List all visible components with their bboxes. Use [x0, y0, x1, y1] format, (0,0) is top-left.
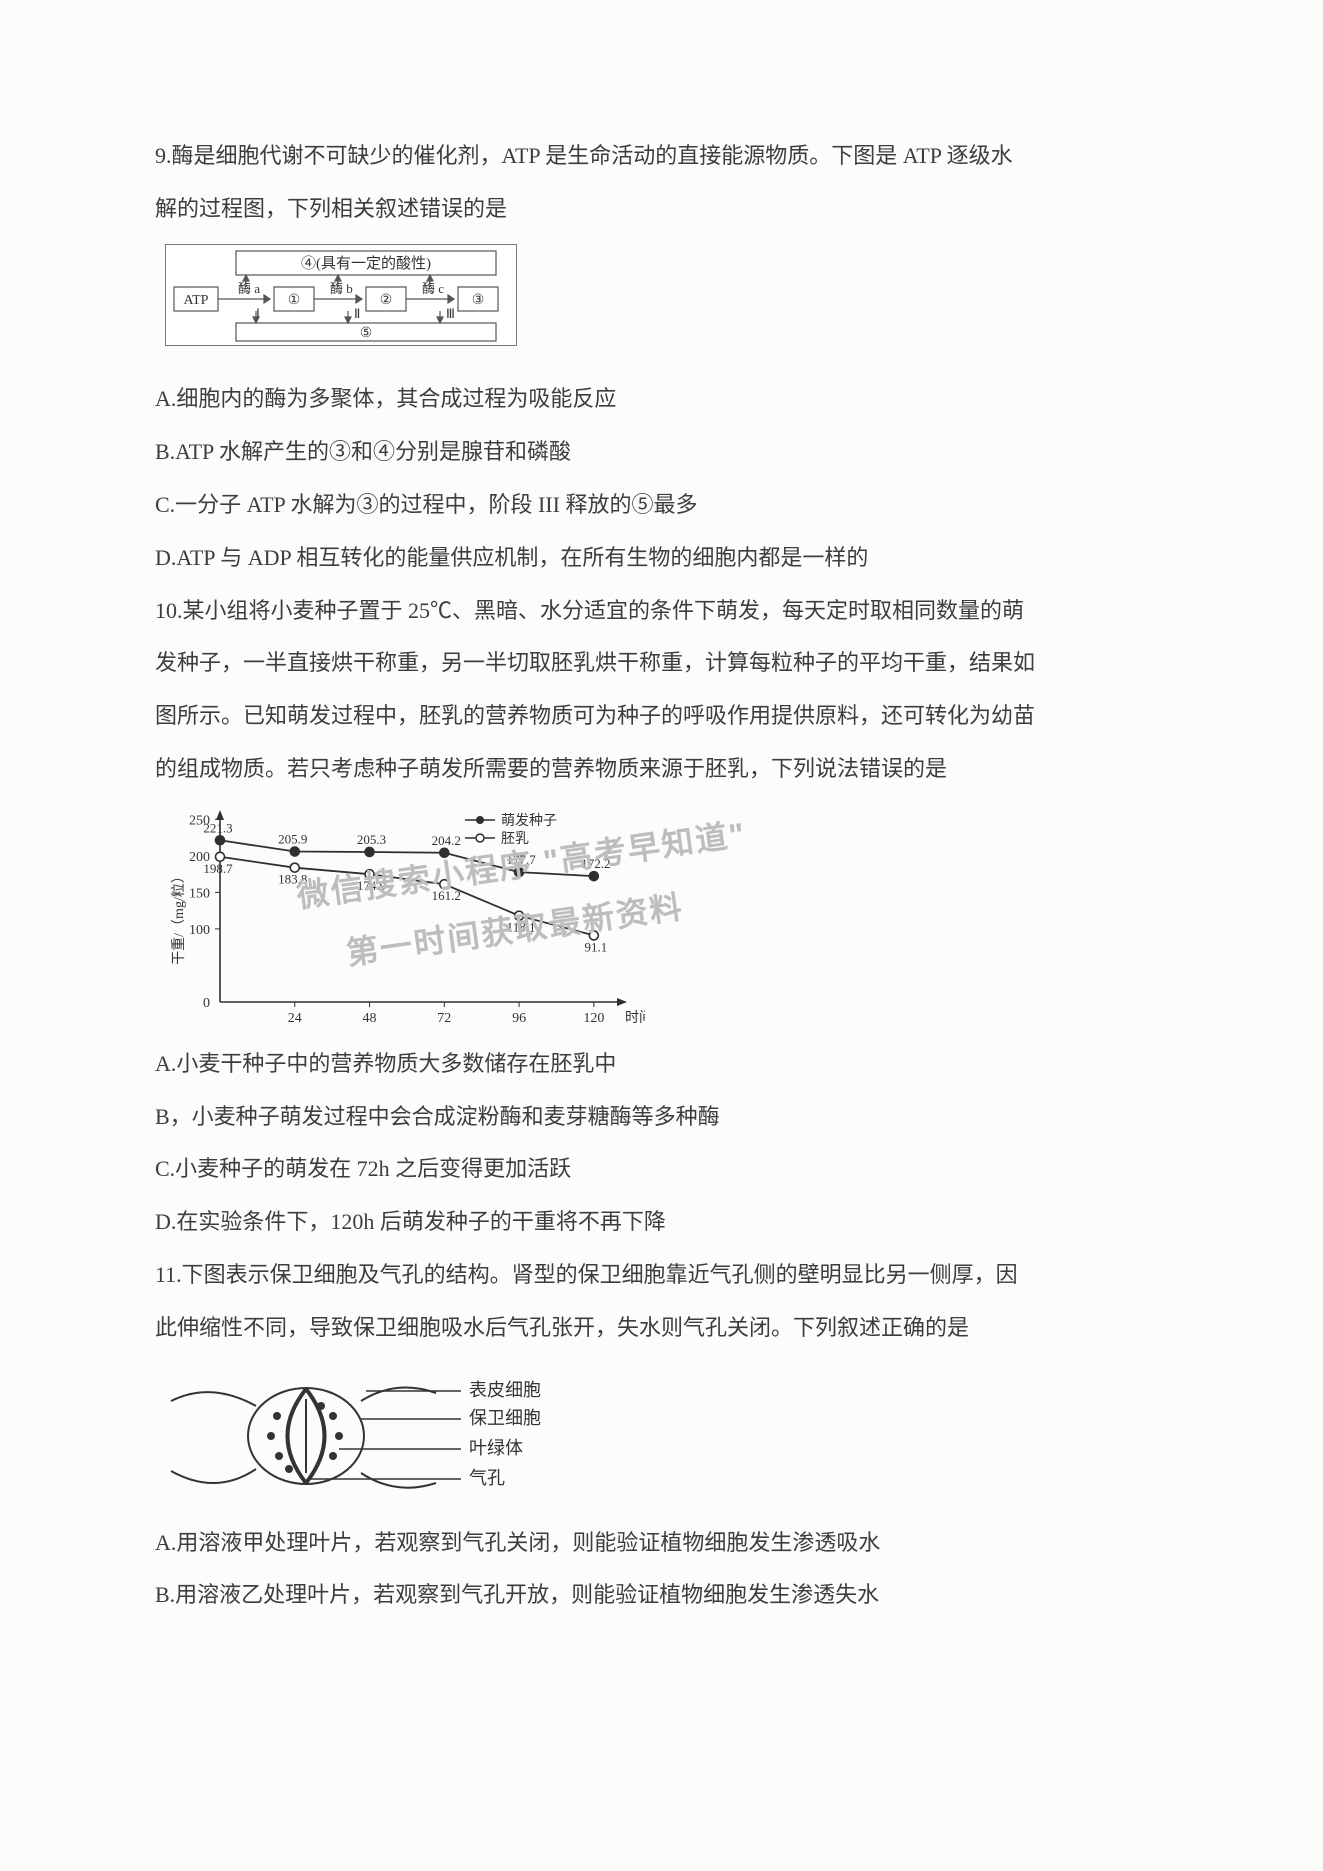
exam-page: 9.酶是细胞代谢不可缺少的催化剂，ATP 是生命活动的直接能源物质。下图是 AT… [0, 0, 1323, 1871]
svg-text:177.7: 177.7 [506, 852, 536, 867]
svg-text:干重/（mg/粒）: 干重/（mg/粒） [171, 869, 187, 965]
svg-text:酶 b: 酶 b [330, 281, 353, 296]
svg-text:胚乳: 胚乳 [501, 831, 529, 847]
svg-text:172.2: 172.2 [581, 856, 610, 871]
svg-text:100: 100 [189, 923, 210, 938]
q10-option-b: B，小麦种子萌发过程中会合成淀粉酶和麦芽糖酶等多种酶 [155, 1091, 1168, 1144]
q10-stem-line4: 的组成物质。若只考虑种子萌发所需要的营养物质来源于胚乳，下列说法错误的是 [155, 743, 1168, 796]
q11-option-a: A.用溶液甲处理叶片，若观察到气孔关闭，则能验证植物细胞发生渗透吸水 [155, 1517, 1168, 1570]
svg-text:221.3: 221.3 [203, 820, 232, 835]
q10-line-chart: 250200150100024487296120时间/h干重/（mg/粒）萌发种… [165, 802, 1168, 1032]
svg-text:198.7: 198.7 [203, 861, 233, 876]
svg-text:161.2: 161.2 [432, 888, 461, 903]
q9-option-a: A.细胞内的酶为多聚体，其合成过程为吸能反应 [155, 373, 1168, 426]
svg-text:118.1: 118.1 [507, 919, 536, 934]
q11-stoma-diagram: 表皮细胞 保卫细胞 叶绿体 气孔 [161, 1361, 1168, 1511]
svg-text:Ⅰ: Ⅰ [256, 306, 260, 321]
svg-text:174.9: 174.9 [357, 878, 386, 893]
svg-text:183.8: 183.8 [278, 871, 307, 886]
svg-text:萌发种子: 萌发种子 [501, 813, 557, 829]
svg-text:91.1: 91.1 [584, 939, 607, 954]
svg-text:②: ② [380, 293, 393, 308]
svg-text:叶绿体: 叶绿体 [469, 1438, 523, 1458]
svg-text:表皮细胞: 表皮细胞 [469, 1380, 541, 1400]
q10-option-c: C.小麦种子的萌发在 72h 之后变得更加活跃 [155, 1143, 1168, 1196]
svg-text:0: 0 [203, 996, 210, 1011]
svg-text:酶 a: 酶 a [238, 281, 260, 296]
svg-text:205.3: 205.3 [357, 832, 386, 847]
q10-stem-line1: 10.某小组将小麦种子置于 25℃、黑暗、水分适宜的条件下萌发，每天定时取相同数… [155, 585, 1168, 638]
svg-text:96: 96 [512, 1011, 526, 1026]
q9-stem-line2: 解的过程图，下列相关叙述错误的是 [155, 183, 1168, 236]
svg-text:72: 72 [437, 1011, 451, 1026]
svg-text:保卫细胞: 保卫细胞 [469, 1408, 541, 1428]
svg-text:③: ③ [472, 293, 485, 308]
q10-stem-line3: 图所示。已知萌发过程中，胚乳的营养物质可为种子的呼吸作用提供原料，还可转化为幼苗 [155, 690, 1168, 743]
svg-text:120: 120 [583, 1011, 604, 1026]
svg-text:204.2: 204.2 [432, 833, 461, 848]
svg-text:⑤: ⑤ [360, 326, 373, 341]
svg-text:24: 24 [288, 1011, 302, 1026]
q9-stem-line1: 9.酶是细胞代谢不可缺少的催化剂，ATP 是生命活动的直接能源物质。下图是 AT… [155, 130, 1168, 183]
svg-text:时间/h: 时间/h [625, 1010, 645, 1026]
svg-text:150: 150 [189, 886, 210, 901]
q9-option-c: C.一分子 ATP 水解为③的过程中，阶段 III 释放的⑤最多 [155, 479, 1168, 532]
q11-stem-line1: 11.下图表示保卫细胞及气孔的结构。肾型的保卫细胞靠近气孔侧的壁明显比另一侧厚，… [155, 1249, 1168, 1302]
svg-text:Ⅱ: Ⅱ [354, 306, 360, 321]
q10-option-a: A.小麦干种子中的营养物质大多数储存在胚乳中 [155, 1038, 1168, 1091]
q10-stem-line2: 发种子，一半直接烘干称重，另一半切取胚乳烘干称重，计算每粒种子的平均干重，结果如 [155, 637, 1168, 690]
svg-text:205.9: 205.9 [278, 831, 307, 846]
q10-option-d: D.在实验条件下，120h 后萌发种子的干重将不再下降 [155, 1196, 1168, 1249]
svg-text:气孔: 气孔 [469, 1468, 505, 1488]
q9-atp-diagram: ④(具有一定的酸性) ATP ① ② ③ 酶 a 酶 b [165, 244, 517, 346]
svg-text:酶 c: 酶 c [422, 281, 444, 296]
q11-option-b: B.用溶液乙处理叶片，若观察到气孔开放，则能验证植物细胞发生渗透失水 [155, 1569, 1168, 1622]
svg-text:ATP: ATP [184, 293, 209, 308]
svg-text:④(具有一定的酸性): ④(具有一定的酸性) [301, 255, 431, 272]
svg-text:48: 48 [363, 1011, 377, 1026]
svg-text:Ⅲ: Ⅲ [446, 306, 455, 321]
q11-stem-line2: 此伸缩性不同，导致保卫细胞吸水后气孔张开，失水则气孔关闭。下列叙述正确的是 [155, 1302, 1168, 1355]
q9-option-b: B.ATP 水解产生的③和④分别是腺苷和磷酸 [155, 426, 1168, 479]
svg-text:①: ① [288, 293, 301, 308]
q9-option-d: D.ATP 与 ADP 相互转化的能量供应机制，在所有生物的细胞内都是一样的 [155, 532, 1168, 585]
